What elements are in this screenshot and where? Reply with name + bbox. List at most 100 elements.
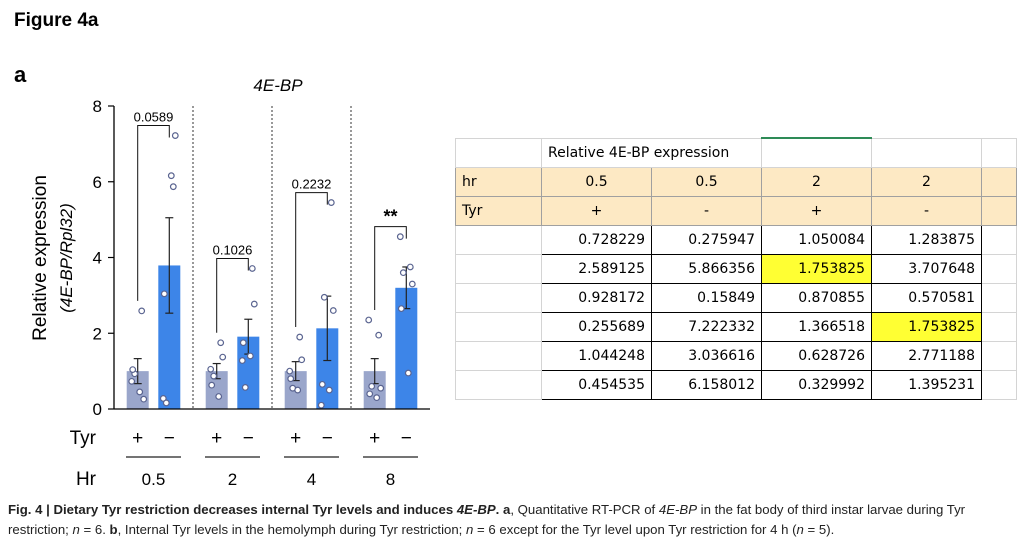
hr-cell[interactable]: 2 [761, 167, 872, 197]
y-tick-label: 6 [93, 173, 102, 192]
data-point [159, 394, 167, 402]
cell[interactable] [455, 341, 542, 371]
data-point [375, 331, 383, 339]
data-point [128, 377, 136, 385]
data-cell[interactable]: 6.158012 [651, 370, 762, 400]
data-cell[interactable]: 1.283875 [871, 225, 982, 255]
cell[interactable] [981, 225, 1017, 255]
data-cell[interactable]: 0.275947 [651, 225, 762, 255]
y-tick-label: 8 [93, 97, 102, 116]
cell[interactable] [455, 370, 542, 400]
data-point [318, 380, 326, 388]
cell[interactable] [455, 254, 542, 284]
tyr-tick-label: + [132, 428, 143, 449]
cell[interactable] [981, 137, 1017, 168]
caption-gene: 4E-BP [456, 502, 496, 517]
data-cell[interactable]: 3.036616 [651, 341, 762, 371]
data-point [373, 394, 381, 402]
cell[interactable] [981, 167, 1017, 197]
data-point [286, 367, 294, 375]
tyr-tick-label: − [401, 428, 412, 449]
data-point [136, 388, 144, 396]
y-tick-label: 0 [93, 400, 102, 419]
data-point [368, 382, 376, 390]
sheet-title-cell[interactable]: Relative 4E-BP expression [541, 137, 762, 168]
cell[interactable] [981, 254, 1017, 284]
data-point [294, 386, 302, 394]
cell[interactable] [761, 137, 872, 168]
cell[interactable] [981, 283, 1017, 313]
data-row: 1.044248 3.036616 0.628726 2.771188 [455, 341, 1017, 371]
tyr-label-cell[interactable]: Tyr [455, 196, 542, 226]
tyr-tick-label: − [322, 428, 333, 449]
data-cell[interactable]: 7.222332 [651, 312, 762, 342]
data-cell[interactable]: 0.329992 [761, 370, 872, 400]
data-cell[interactable]: 0.870855 [761, 283, 872, 313]
cell[interactable] [455, 137, 542, 168]
bar [205, 371, 228, 409]
hr-row: hr 0.5 0.5 2 2 [455, 167, 1017, 197]
significance-bracket [137, 125, 170, 301]
data-cell[interactable]: 1.366518 [761, 312, 872, 342]
data-point [171, 132, 179, 139]
hr-cell[interactable]: 2 [871, 167, 982, 197]
data-point [207, 365, 215, 373]
data-point [138, 307, 146, 315]
sheet-title-row: Relative 4E-BP expression [455, 137, 1017, 168]
cell[interactable] [981, 341, 1017, 371]
hr-tick-label: 0.5 [142, 470, 166, 489]
data-point [238, 357, 246, 364]
data-point [327, 199, 335, 206]
caption-text: , Internal Tyr levels in the hemolymph d… [117, 522, 467, 537]
data-point [404, 369, 412, 377]
data-cell[interactable]: 2.771188 [871, 341, 982, 371]
significance-label: 0.0589 [134, 110, 174, 125]
data-point [399, 269, 407, 277]
data-point [250, 300, 258, 308]
data-cell[interactable]: 0.628726 [761, 341, 872, 371]
tyr-cell[interactable]: - [871, 196, 982, 226]
data-cell[interactable]: 0.454535 [541, 370, 652, 400]
spreadsheet: Relative 4E-BP expression hr 0.5 0.5 2 2… [455, 137, 1017, 400]
data-cell[interactable]: 0.728229 [541, 225, 652, 255]
cell[interactable] [981, 196, 1017, 226]
data-cell[interactable]: 2.589125 [541, 254, 652, 284]
cell[interactable] [981, 370, 1017, 400]
data-cell[interactable]: 1.050084 [761, 225, 872, 255]
cell[interactable] [455, 225, 542, 255]
significance-bracket [216, 257, 249, 333]
bar [363, 371, 386, 409]
data-point [396, 233, 404, 241]
cell[interactable] [455, 283, 542, 313]
data-cell[interactable]: 0.928172 [541, 283, 652, 313]
data-point [248, 265, 256, 272]
cell[interactable] [981, 312, 1017, 342]
caption-text: , Quantitative RT-PCR of [510, 502, 659, 517]
caption-panel-b: b [109, 522, 118, 537]
data-point [140, 395, 148, 403]
chart-title: 4E-BP [253, 76, 303, 95]
data-cell[interactable]: 0.570581 [871, 283, 982, 313]
data-cell[interactable]: 1.395231 [871, 370, 982, 400]
highlighted-data-cell[interactable]: 1.753825 [871, 312, 982, 342]
hr-cell[interactable]: 0.5 [541, 167, 652, 197]
data-point [162, 399, 170, 407]
data-cell[interactable]: 1.044248 [541, 341, 652, 371]
tyr-cell[interactable]: - [651, 196, 762, 226]
tyr-cell[interactable]: + [541, 196, 652, 226]
data-point [169, 183, 177, 191]
data-cell[interactable]: 5.866356 [651, 254, 762, 284]
spreadsheet-table: Relative 4E-BP expression hr 0.5 0.5 2 2… [455, 137, 1017, 400]
hr-cell[interactable]: 0.5 [651, 167, 762, 197]
data-cell[interactable]: 3.707648 [871, 254, 982, 284]
data-point [208, 381, 216, 389]
highlighted-data-cell[interactable]: 1.753825 [761, 254, 872, 284]
data-cell[interactable]: 0.15849 [651, 283, 762, 313]
tyr-cell[interactable]: + [761, 196, 872, 226]
hr-label-cell[interactable]: hr [455, 167, 542, 197]
data-cell[interactable]: 0.255689 [541, 312, 652, 342]
data-point [217, 339, 225, 347]
cell[interactable] [455, 312, 542, 342]
cell[interactable] [871, 137, 982, 168]
caption-n: n [72, 522, 80, 537]
